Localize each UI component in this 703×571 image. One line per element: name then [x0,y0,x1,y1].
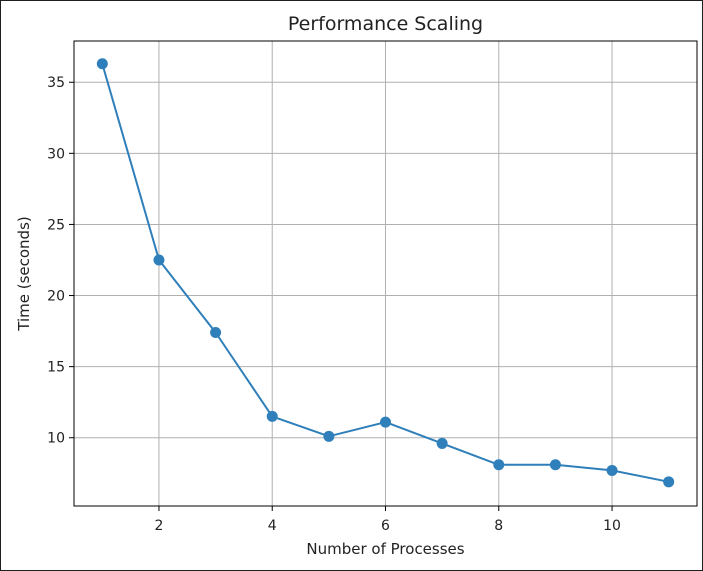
x-tick-label: 6 [381,518,390,534]
data-point [153,254,165,266]
data-point [323,430,335,442]
data-point [606,464,618,476]
y-tick-label: 25 [47,217,65,233]
grid-lines [74,41,697,506]
chart-title: Performance Scaling [288,13,483,35]
data-point [266,410,278,422]
data-point [663,476,675,488]
x-axis-label: Number of Processes [306,540,464,558]
data-series [96,58,675,488]
x-tick-label: 10 [603,518,621,534]
data-point [380,416,391,428]
data-point [96,58,108,70]
y-tick-label: 15 [47,360,65,376]
x-tick-label: 4 [268,518,277,534]
y-tick-label: 10 [47,431,65,447]
x-tick-label: 8 [494,518,503,534]
data-point [493,459,505,471]
y-axis-label: Time (seconds) [15,216,33,332]
x-axis-ticks: 2 4 6 8 10 [154,506,621,534]
data-point [210,327,222,339]
y-tick-label: 35 [47,75,65,91]
y-tick-label: 30 [47,146,65,162]
data-point [549,459,561,471]
x-tick-label: 2 [154,518,163,534]
y-tick-label: 20 [47,289,65,305]
data-point [436,437,448,449]
y-axis-ticks: 10 15 20 25 30 35 [47,75,74,447]
